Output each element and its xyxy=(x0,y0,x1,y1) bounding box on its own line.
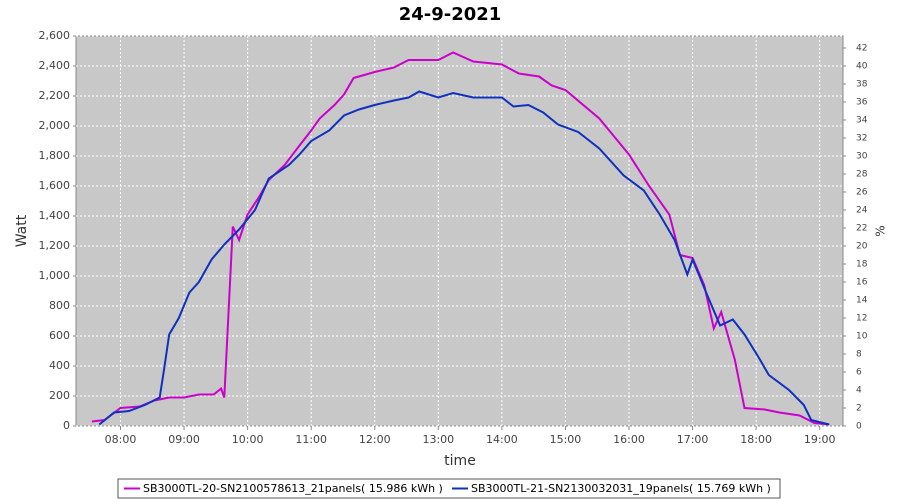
y2-tick-label: 10 xyxy=(856,331,868,341)
plot-area xyxy=(75,35,844,427)
y2-tick-label: 32 xyxy=(856,133,867,143)
y-tick-label: 1,200 xyxy=(39,239,71,252)
x-tick-label: 16:00 xyxy=(613,433,645,446)
y2-tick-label: 22 xyxy=(856,223,867,233)
y2-tick-label: 14 xyxy=(856,295,868,305)
y2-tick-label: 0 xyxy=(856,422,862,432)
y2-tick-label: 30 xyxy=(856,151,868,161)
y2-tick-label: 42 xyxy=(856,43,867,53)
y-tick-label: 1,800 xyxy=(39,149,71,162)
y-tick-label: 2,400 xyxy=(39,59,71,72)
y2-tick-label: 24 xyxy=(856,205,868,215)
y-tick-label: 1,400 xyxy=(39,209,71,222)
y-tick-label: 2,000 xyxy=(39,119,71,132)
y-axis-label: Watt xyxy=(14,214,30,247)
y2-tick-label: 38 xyxy=(856,79,868,89)
y2-tick-label: 20 xyxy=(856,241,868,251)
x-tick-label: 12:00 xyxy=(359,433,391,446)
legend-label: SB3000TL-20-SN2100578613_21panels( 15.98… xyxy=(143,482,443,495)
y2-tick-label: 28 xyxy=(856,169,868,179)
x-tick-label: 18:00 xyxy=(740,433,772,446)
y2-tick-label: 40 xyxy=(856,61,868,71)
x-tick-label: 15:00 xyxy=(550,433,582,446)
y-tick-label: 200 xyxy=(49,389,70,402)
y2-tick-label: 4 xyxy=(856,385,862,395)
x-tick-label: 17:00 xyxy=(677,433,709,446)
x-tick-label: 14:00 xyxy=(486,433,518,446)
y2-tick-label: 12 xyxy=(856,313,867,323)
y2-tick-label: 2 xyxy=(856,403,862,413)
x-tick-label: 09:00 xyxy=(168,433,200,446)
y-tick-label: 2,200 xyxy=(39,89,71,102)
x-tick-label: 11:00 xyxy=(295,433,327,446)
x-tick-label: 13:00 xyxy=(422,433,454,446)
series-line xyxy=(91,51,830,426)
y-tick-label: 2,600 xyxy=(39,29,71,42)
y-tick-label: 1,000 xyxy=(39,269,71,282)
y-tick-label: 400 xyxy=(49,359,70,372)
series-line xyxy=(98,90,830,426)
y2-tick-label: 8 xyxy=(856,349,862,359)
x-axis-label: time xyxy=(444,453,476,469)
x-tick-label: 19:00 xyxy=(804,433,836,446)
legend-label: SB3000TL-21-SN2130032031_19panels( 15.76… xyxy=(471,482,771,495)
y2-tick-label: 18 xyxy=(856,259,868,269)
chart-title: 24-9-2021 xyxy=(399,4,502,25)
y2-tick-label: 34 xyxy=(856,115,868,125)
y2-tick-label: 36 xyxy=(856,97,868,107)
y2-axis-label: % xyxy=(874,225,888,236)
y2-tick-label: 6 xyxy=(856,367,862,377)
legend-box xyxy=(117,478,781,499)
y2-tick-label: 26 xyxy=(856,187,868,197)
y-tick-label: 1,600 xyxy=(39,179,71,192)
y-tick-label: 800 xyxy=(49,299,70,312)
y-tick-label: 600 xyxy=(49,329,70,342)
x-tick-label: 10:00 xyxy=(232,433,264,446)
x-tick-label: 08:00 xyxy=(105,433,137,446)
y-tick-label: 0 xyxy=(63,419,70,432)
y2-tick-label: 16 xyxy=(856,277,868,287)
